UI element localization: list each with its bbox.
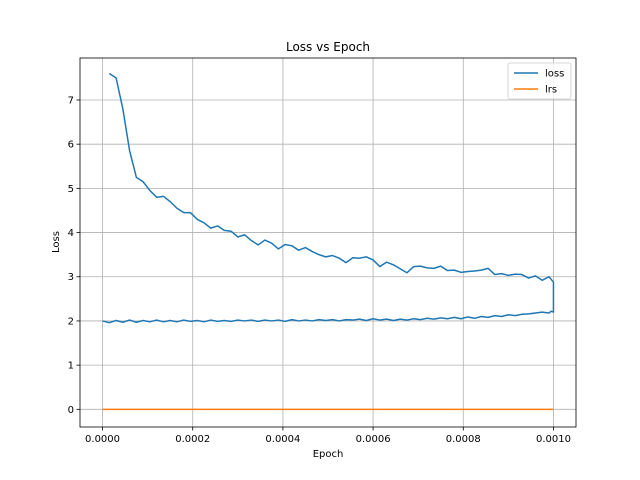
series-layer (102, 72, 555, 411)
chart-title: Loss vs Epoch (286, 40, 370, 54)
legend-label-loss: loss (545, 69, 564, 80)
y-tick-label: 3 (68, 272, 74, 283)
y-tick-label: 4 (68, 228, 74, 239)
legend-box (507, 62, 572, 100)
x-axis-ticks: 0.0000 0.0002 0.0004 0.0006 0.0008 0.0010 (85, 427, 571, 445)
legend: loss lrs (507, 62, 572, 100)
x-tick-label: 0.0004 (265, 434, 300, 445)
plot-frame (79, 57, 577, 428)
x-tick-label: 0.0008 (446, 434, 481, 445)
x-axis-label: Epoch (313, 449, 344, 460)
y-tick-label: 2 (68, 316, 74, 327)
x-tick-label: 0.0002 (175, 434, 210, 445)
y-axis-ticks: 0 1 2 3 4 5 6 7 (68, 95, 80, 416)
series-line-loss (102, 72, 555, 324)
y-axis-label: Loss (51, 231, 62, 253)
y-tick-label: 5 (68, 184, 74, 195)
x-tick-label: 0.0010 (536, 434, 571, 445)
y-tick-label: 7 (68, 95, 74, 106)
y-tick-label: 6 (68, 140, 74, 151)
x-tick-label: 0.0000 (85, 434, 120, 445)
y-tick-label: 1 (68, 361, 74, 372)
y-tick-label: 0 (68, 405, 74, 416)
legend-label-lrs: lrs (545, 85, 557, 96)
x-tick-label: 0.0006 (356, 434, 391, 445)
